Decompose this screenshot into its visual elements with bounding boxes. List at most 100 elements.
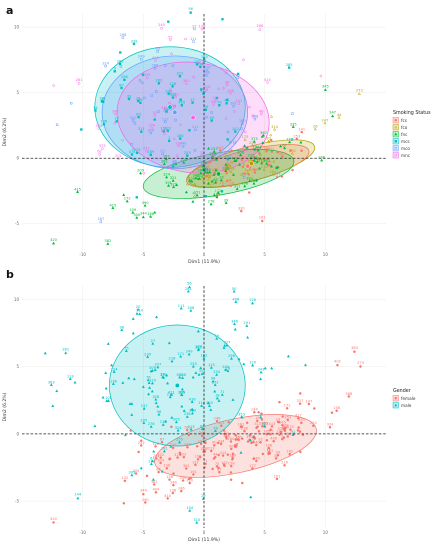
x-tick-label: 0 (203, 252, 206, 257)
point-label: 311 (138, 127, 145, 131)
data-point (130, 413, 134, 416)
point-label: 273 (356, 88, 363, 92)
data-point (222, 429, 226, 432)
point-label: 288 (256, 24, 264, 28)
point-label: 41 (192, 192, 197, 196)
data-point (175, 183, 179, 187)
y-tick-label: 10 (14, 25, 20, 30)
data-point (171, 446, 175, 450)
data-point (244, 148, 247, 152)
point-label: 362 (48, 380, 55, 384)
data-point (121, 138, 124, 142)
data-point (298, 402, 302, 405)
data-point (137, 450, 140, 454)
data-point (240, 481, 244, 485)
legend-marker (394, 153, 398, 157)
point-label: 261 (219, 181, 226, 185)
data-point (278, 400, 281, 404)
point-label: 8 (231, 455, 234, 459)
data-point (250, 441, 253, 445)
point-label: 253 (293, 134, 300, 138)
data-point (156, 365, 160, 369)
data-point (297, 426, 300, 429)
data-point (257, 430, 261, 433)
data-point (232, 289, 236, 293)
legend-label: female (401, 396, 416, 401)
data-point (160, 27, 163, 30)
data-point (174, 95, 178, 99)
x-tick-label: -10 (79, 530, 86, 535)
data-point (157, 110, 160, 113)
point-label: 238 (241, 427, 249, 431)
data-point (150, 368, 154, 372)
point-label: 303 (128, 471, 135, 475)
data-point (253, 168, 256, 171)
data-point (149, 424, 153, 428)
point-label: 355 (279, 152, 286, 156)
point-label: 9 (114, 67, 117, 71)
point-label: 286 (178, 390, 186, 394)
point-label: 199 (263, 147, 271, 151)
data-point (286, 418, 290, 422)
point-label: 67 (282, 143, 287, 147)
point-label: 255 (176, 438, 183, 442)
data-point (236, 438, 240, 441)
data-point (246, 440, 250, 443)
data-point (172, 472, 175, 475)
point-label: 171 (177, 352, 184, 356)
data-point (265, 439, 269, 442)
data-point (241, 122, 244, 125)
point-label: 145 (279, 421, 286, 425)
point-label: 48 (259, 109, 264, 113)
point-label: 346 (231, 319, 239, 323)
point-label: 167 (163, 154, 170, 158)
point-label: 85 (156, 468, 161, 472)
point-label: 281 (62, 348, 69, 352)
point-label: 4 (172, 162, 175, 166)
data-point (265, 161, 269, 165)
data-point (154, 445, 157, 448)
point-label: 140 (253, 440, 261, 444)
data-point (169, 444, 173, 448)
data-point (167, 183, 171, 187)
panel-letter: b (6, 268, 14, 281)
data-point (213, 154, 217, 158)
data-point (319, 74, 323, 78)
data-point (200, 434, 204, 437)
data-point (119, 65, 123, 68)
data-point (127, 376, 131, 380)
point-label: 158 (228, 462, 236, 466)
point-label: 266 (318, 156, 326, 160)
point-label: 256 (228, 167, 236, 171)
point-label: 191 (190, 470, 197, 474)
data-point (185, 415, 189, 418)
data-point (331, 114, 335, 118)
data-point (189, 476, 192, 480)
data-point (247, 191, 251, 194)
data-point (177, 144, 180, 148)
data-point (268, 452, 272, 455)
data-point (255, 459, 258, 463)
data-point (142, 421, 146, 425)
data-point (212, 173, 216, 176)
point-label: 277 (247, 154, 254, 158)
point-label: 104 (186, 506, 194, 510)
data-point (245, 324, 249, 327)
data-point (250, 301, 255, 305)
point-label: 404 (153, 488, 161, 492)
data-point (269, 164, 274, 168)
point-label: 202 (157, 453, 164, 457)
point-label: 151 (172, 92, 179, 96)
point-label: 348 (244, 168, 252, 172)
data-point (231, 172, 236, 176)
point-label: 99 (266, 137, 271, 141)
point-label: 282 (155, 79, 162, 83)
point-label: 253 (190, 362, 197, 366)
data-point (123, 433, 127, 437)
group-centroid (190, 115, 196, 120)
point-label: 111 (178, 304, 185, 308)
data-point (204, 108, 208, 111)
data-point (291, 433, 295, 436)
point-label: 1 (168, 136, 170, 140)
data-point (285, 407, 289, 410)
